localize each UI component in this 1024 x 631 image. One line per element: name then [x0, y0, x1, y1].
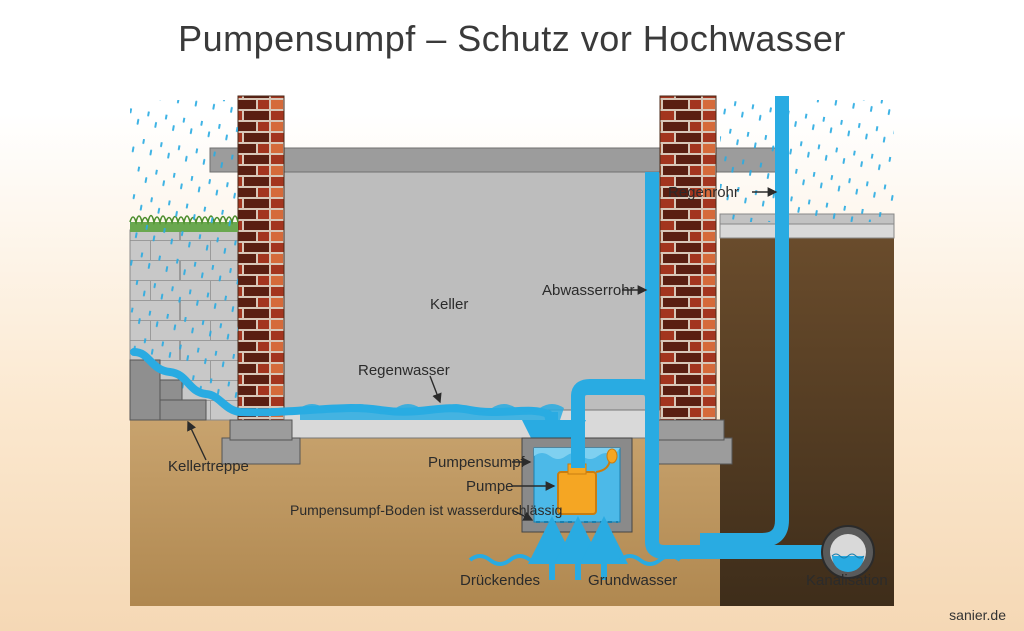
label-grundwasser-a: Drückendes	[460, 572, 540, 589]
label-pumpe: Pumpe	[466, 478, 514, 495]
source-credit: sanier.de	[949, 607, 1006, 623]
diagram-svg	[0, 0, 1024, 631]
label-regenrohr: Regenrohr	[668, 184, 739, 201]
label-abwasserrohr: Abwasserrohr	[542, 282, 635, 299]
ceiling-slab	[238, 148, 716, 172]
sewer-main	[822, 526, 874, 578]
title: Pumpensumpf – Schutz vor Hochwasser	[0, 18, 1024, 60]
label-kanalisation: Kanalisation	[806, 572, 888, 589]
paving-right	[720, 224, 894, 238]
label-kellertreppe: Kellertreppe	[168, 458, 249, 475]
label-regenwasser: Regenwasser	[358, 362, 450, 379]
label-boden: Pumpensumpf-Boden ist wasserdurchlässig	[290, 502, 562, 518]
label-keller: Keller	[430, 296, 468, 313]
diagram-stage: Pumpensumpf – Schutz vor Hochwasser	[0, 0, 1024, 631]
label-pumpensumpf: Pumpensumpf	[428, 454, 525, 471]
brick-wall-left	[238, 96, 284, 420]
pump-body	[558, 472, 596, 514]
rain-right	[720, 100, 894, 222]
label-grundwasser-b: Grundwasser	[588, 572, 677, 589]
brick-wall-right	[660, 96, 716, 420]
